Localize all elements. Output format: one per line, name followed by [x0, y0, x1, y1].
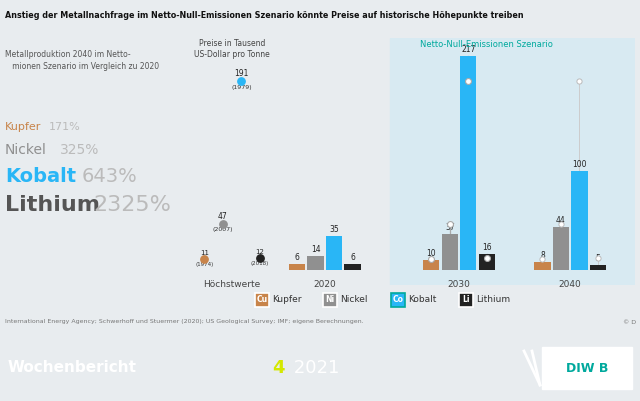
Bar: [460, 56, 476, 270]
Point: [463, 78, 474, 85]
FancyBboxPatch shape: [255, 292, 269, 306]
Text: 2020: 2020: [314, 280, 336, 289]
Text: 191: 191: [234, 69, 248, 77]
Point: [482, 255, 492, 261]
Text: 6: 6: [294, 253, 300, 262]
Text: Preise in Tausend
US-Dollar pro Tonne: Preise in Tausend US-Dollar pro Tonne: [195, 39, 270, 59]
Text: 6: 6: [350, 253, 355, 262]
Text: 10: 10: [426, 249, 436, 258]
Bar: [534, 262, 550, 270]
Text: 2030: 2030: [447, 280, 470, 289]
Bar: [390, 38, 635, 285]
Text: (1974): (1974): [195, 262, 214, 267]
Text: (2018): (2018): [251, 261, 269, 266]
Text: Li: Li: [462, 295, 470, 304]
Text: Ni: Ni: [325, 295, 335, 304]
Point: [218, 221, 228, 227]
Text: Höchstwerte: Höchstwerte: [204, 280, 261, 289]
Text: 12: 12: [255, 249, 264, 255]
Text: 2021: 2021: [288, 359, 339, 377]
Text: Netto-Null-Emissionen Szenario: Netto-Null-Emissionen Szenario: [420, 40, 553, 49]
Text: 2040: 2040: [559, 280, 582, 289]
Text: Lithium: Lithium: [476, 295, 510, 304]
Bar: [553, 227, 569, 270]
Text: Cu: Cu: [257, 295, 268, 304]
Point: [445, 221, 455, 227]
Bar: [442, 234, 458, 270]
FancyBboxPatch shape: [459, 292, 473, 306]
Bar: [307, 256, 324, 270]
Text: Anstieg der Metallnachfrage im Netto-Null-Emissionen Szenario könnte Preise auf : Anstieg der Metallnachfrage im Netto-Nul…: [5, 12, 524, 20]
Text: 100: 100: [572, 160, 587, 169]
Bar: [423, 260, 440, 270]
Text: (2007): (2007): [212, 227, 233, 232]
Text: International Energy Agency; Schwerhoff und Stuermer (2020); US Geological Surve: International Energy Agency; Schwerhoff …: [5, 320, 364, 324]
Text: 16: 16: [482, 243, 492, 252]
Bar: [344, 264, 361, 270]
Point: [199, 256, 209, 263]
Bar: [590, 265, 606, 270]
Text: Kupfer: Kupfer: [272, 295, 301, 304]
Text: 8: 8: [540, 251, 545, 260]
Text: 325%: 325%: [60, 143, 99, 157]
Text: Co: Co: [392, 295, 403, 304]
Text: 2325%: 2325%: [93, 195, 171, 215]
Bar: [542, 347, 632, 389]
Text: 47: 47: [218, 212, 228, 221]
Point: [593, 255, 603, 261]
Bar: [572, 171, 588, 270]
Text: Nickel: Nickel: [5, 143, 47, 157]
Point: [236, 78, 246, 85]
Text: 171%: 171%: [49, 122, 81, 132]
Text: Wochenbericht: Wochenbericht: [8, 360, 137, 375]
Text: Kobalt: Kobalt: [408, 295, 436, 304]
Text: 11: 11: [200, 250, 209, 256]
Text: Kupfer: Kupfer: [5, 122, 42, 132]
Text: 37: 37: [445, 223, 454, 232]
Bar: [326, 236, 342, 270]
Point: [426, 256, 436, 263]
Text: Metallproduktion 2040 im Netto-
   mionen Szenario im Vergleich zu 2020: Metallproduktion 2040 im Netto- mionen S…: [5, 50, 159, 71]
Point: [538, 256, 548, 263]
Text: 4: 4: [272, 359, 285, 377]
Text: 14: 14: [310, 245, 321, 254]
Text: DIW B: DIW B: [566, 361, 608, 375]
Text: Lithium: Lithium: [5, 195, 100, 215]
Text: © D: © D: [623, 320, 636, 324]
FancyBboxPatch shape: [323, 292, 337, 306]
Text: (1979): (1979): [231, 85, 252, 90]
Text: 643%: 643%: [82, 168, 138, 186]
Text: Kobalt: Kobalt: [5, 168, 76, 186]
Bar: [289, 264, 305, 270]
Text: 217: 217: [461, 45, 476, 54]
FancyBboxPatch shape: [391, 292, 405, 306]
Text: 5: 5: [596, 254, 600, 263]
Point: [255, 255, 265, 261]
Text: Nickel: Nickel: [340, 295, 367, 304]
Bar: [479, 254, 495, 270]
Text: 44: 44: [556, 216, 566, 225]
Text: 35: 35: [329, 225, 339, 234]
Point: [556, 221, 566, 227]
Point: [574, 78, 584, 85]
